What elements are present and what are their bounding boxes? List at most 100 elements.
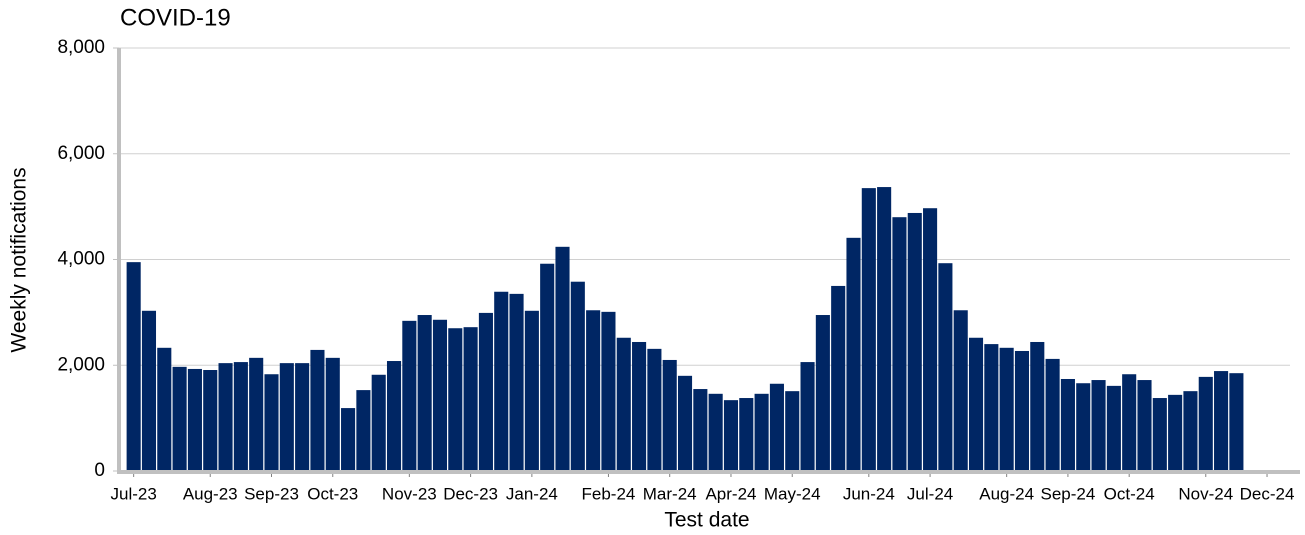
bar (371, 374, 386, 471)
bar (1137, 380, 1152, 471)
bar (1106, 385, 1121, 471)
y-tick-label: 0 (94, 460, 105, 481)
bar (494, 291, 509, 471)
bar (1122, 374, 1137, 471)
x-tick-label: Jan-24 (506, 484, 558, 503)
bar (264, 374, 279, 471)
bar (1014, 350, 1030, 471)
bar (877, 187, 892, 471)
bar (203, 370, 218, 471)
bar (800, 362, 815, 471)
bar (999, 347, 1014, 471)
bar (233, 362, 248, 471)
bar (126, 262, 141, 471)
x-tick-label: Nov-24 (1178, 484, 1233, 503)
bar (1091, 380, 1106, 471)
bar (524, 310, 539, 471)
bar (1168, 394, 1183, 471)
bar (739, 398, 754, 471)
x-tick-label: Aug-23 (183, 484, 238, 503)
x-axis-label: Test date (664, 509, 749, 532)
bar (1152, 398, 1167, 471)
bar (586, 310, 601, 471)
bar (601, 311, 616, 471)
bar (723, 400, 739, 471)
bar (815, 315, 830, 471)
bar (968, 337, 984, 471)
bar (386, 361, 402, 471)
bar (478, 312, 493, 471)
bar (677, 375, 693, 471)
bar (938, 263, 953, 471)
x-tick-label: Mar-24 (643, 484, 697, 503)
x-tick-label: Jul-24 (907, 484, 953, 503)
bar (754, 393, 769, 471)
bar (157, 347, 172, 471)
y-tick-label: 6,000 (57, 143, 105, 164)
bar (831, 285, 846, 471)
bar (662, 359, 677, 471)
bar (555, 246, 570, 471)
x-tick-label: Sep-23 (244, 484, 299, 503)
bar (279, 363, 294, 471)
x-tick-label: Dec-23 (443, 484, 498, 503)
bar (187, 368, 202, 471)
bar (172, 366, 187, 471)
x-tick-label: Aug-24 (979, 484, 1034, 503)
bar (1060, 378, 1075, 471)
bar (295, 363, 310, 471)
bar (432, 319, 448, 471)
y-tick-label: 4,000 (57, 249, 105, 270)
y-tick-label: 8,000 (57, 37, 105, 58)
bar (402, 320, 417, 471)
x-tick-label: Oct-24 (1104, 484, 1155, 503)
bar (1198, 376, 1213, 471)
x-tick-label: Oct-23 (307, 484, 358, 503)
bar (785, 391, 800, 471)
bar (1045, 358, 1060, 471)
x-tick-label: Dec-24 (1240, 484, 1295, 503)
x-tick-label: Feb-24 (582, 484, 636, 503)
bar (708, 393, 723, 471)
x-tick-label: Jul-23 (111, 484, 157, 503)
bar (1076, 383, 1091, 471)
bar (310, 349, 325, 471)
bar (570, 281, 585, 471)
bar (341, 408, 356, 471)
bar (1214, 371, 1229, 471)
bar (616, 337, 631, 471)
y-tick-label: 2,000 (57, 354, 105, 375)
bar (325, 357, 340, 471)
bar (632, 341, 647, 471)
bar (1030, 341, 1045, 471)
x-tick-label: May-24 (764, 484, 821, 503)
bar (647, 348, 662, 471)
bar (509, 293, 524, 471)
bar (448, 328, 463, 471)
bar (892, 217, 907, 471)
bar (417, 315, 432, 471)
bar (907, 212, 922, 471)
bar (923, 208, 938, 471)
x-tick-label: Nov-23 (382, 484, 437, 503)
bar (693, 389, 708, 471)
bar (861, 188, 876, 471)
bar (846, 237, 861, 471)
bar (769, 383, 784, 471)
bar (1183, 391, 1198, 471)
x-tick-label: Sep-24 (1041, 484, 1096, 503)
bar (984, 344, 999, 471)
bar (1229, 373, 1244, 471)
bar (463, 327, 478, 471)
bar (953, 310, 968, 471)
y-axis-label: Weekly notifications (8, 167, 31, 352)
bar (141, 310, 157, 471)
bar (249, 357, 264, 471)
x-tick-label: Jun-24 (843, 484, 895, 503)
bar (356, 390, 371, 471)
bar (540, 263, 555, 471)
bar (218, 363, 233, 471)
x-tick-label: Apr-24 (705, 484, 756, 503)
